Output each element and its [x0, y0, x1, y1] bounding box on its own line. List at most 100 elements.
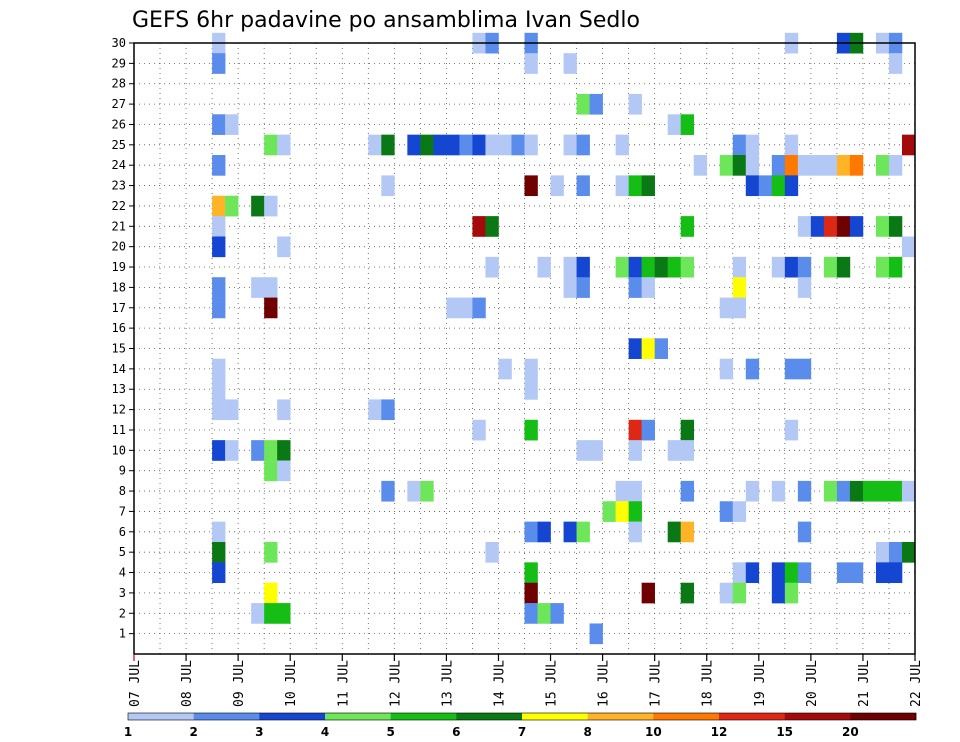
- heatmap-cell: [875, 541, 890, 563]
- legend-swatch: [850, 713, 917, 720]
- heatmap-cell: [576, 256, 590, 278]
- heatmap-cell: [784, 134, 799, 156]
- heatmap-cell: [732, 256, 747, 278]
- heatmap-cell: [732, 277, 747, 298]
- heatmap-cell: [901, 541, 916, 563]
- heatmap-cell: [784, 562, 799, 584]
- heatmap-cell: [212, 358, 226, 380]
- heatmap-cell: [576, 277, 590, 298]
- heatmap-cell: [381, 399, 395, 421]
- heatmap-cell: [472, 134, 486, 156]
- heatmap-cell: [719, 155, 734, 176]
- heatmap-cell: [810, 155, 825, 176]
- heatmap-cell: [745, 358, 760, 380]
- heatmap-cell: [719, 501, 734, 522]
- legend-swatch: [653, 713, 720, 720]
- heatmap-cell: [264, 440, 278, 461]
- x-tick-label: 15 JUL: [545, 660, 560, 707]
- heatmap-cell: [212, 195, 226, 217]
- heatmap-cell: [680, 216, 695, 237]
- heatmap-cell: [823, 216, 838, 237]
- heatmap-cell: [511, 134, 525, 156]
- heatmap-cell: [797, 521, 812, 543]
- heatmap-cell: [368, 134, 382, 156]
- heatmap-cell: [771, 256, 786, 278]
- heatmap-cell: [563, 521, 577, 543]
- heatmap-cell: [888, 216, 903, 237]
- y-tick-label: 5: [119, 545, 126, 559]
- heatmap-cell: [628, 93, 642, 115]
- heatmap-cell: [849, 562, 864, 584]
- heatmap-cell: [732, 297, 747, 319]
- heatmap-cell: [589, 440, 603, 461]
- y-tick-label: 4: [119, 566, 126, 580]
- heatmap-cell: [667, 114, 681, 135]
- heatmap-cell: [680, 440, 695, 461]
- heatmap-cell: [212, 114, 226, 135]
- heatmap-cell: [901, 236, 916, 258]
- heatmap-cell: [732, 134, 747, 156]
- y-tick-label: 29: [112, 56, 126, 70]
- y-tick-label: 19: [112, 260, 126, 274]
- heatmap-cell: [472, 216, 486, 237]
- heatmap-cell: [563, 53, 577, 74]
- y-tick-label: 16: [112, 321, 126, 335]
- x-tick-label: 07 JUL: [128, 660, 143, 707]
- heatmap-cell: [667, 256, 681, 278]
- heatmap-cell: [745, 134, 760, 156]
- legend-swatch: [390, 713, 457, 720]
- heatmap-cell: [732, 155, 747, 176]
- legend-swatch: [128, 713, 194, 720]
- y-tick-label: 28: [112, 77, 126, 91]
- heatmap-cell: [563, 277, 577, 298]
- heatmap-cell: [524, 521, 538, 543]
- heatmap-cell: [667, 521, 681, 543]
- heatmap-cell: [212, 440, 226, 461]
- heatmap-cell: [576, 440, 590, 461]
- heatmap-cell: [446, 134, 460, 156]
- heatmap-cell: [212, 155, 226, 176]
- x-tick-label: 09 JUL: [232, 660, 247, 707]
- heatmap-cell: [641, 256, 655, 278]
- heatmap-cell: [628, 419, 642, 441]
- heatmap-cell: [485, 541, 499, 563]
- heatmap-cell: [641, 419, 655, 441]
- heatmap-cell: [888, 562, 903, 584]
- heatmap-cell: [524, 358, 538, 380]
- y-tick-label: 27: [112, 97, 126, 111]
- legend-label: 8: [583, 725, 591, 739]
- heatmap-cell: [797, 358, 812, 380]
- heatmap-cell: [602, 501, 616, 522]
- heatmap-cell: [251, 603, 265, 624]
- heatmap-cell: [615, 480, 629, 502]
- legend-label: 6: [452, 725, 460, 739]
- heatmap-cell: [888, 155, 903, 176]
- heatmap-cell: [251, 277, 265, 298]
- heatmap-cell: [849, 480, 864, 502]
- y-axis: 1234567891011121314151617181920212223242…: [112, 36, 134, 641]
- heatmap-cell: [836, 256, 851, 278]
- y-tick-label: 1: [119, 627, 126, 641]
- x-tick-label: 22 JUL: [909, 660, 924, 707]
- heatmap-cell: [836, 480, 851, 502]
- legend-swatch: [325, 713, 391, 720]
- heatmap-cell: [420, 134, 434, 156]
- heatmap-cell: [797, 480, 812, 502]
- heatmap-cell: [524, 53, 538, 74]
- heatmap-cell: [264, 603, 278, 624]
- heatmap-cell: [225, 440, 239, 461]
- heatmap-cell: [576, 175, 590, 197]
- heatmap-cell: [875, 216, 890, 237]
- heatmap-cell: [225, 195, 239, 217]
- y-tick-label: 23: [112, 179, 126, 193]
- heatmap-cell: [381, 480, 395, 502]
- heatmap-cell: [576, 134, 590, 156]
- heatmap-cell: [615, 134, 629, 156]
- heatmap-cell: [524, 562, 538, 584]
- x-tick-label: 17 JUL: [649, 660, 664, 707]
- heatmap-cell: [524, 582, 538, 604]
- heatmap-cell: [628, 277, 642, 298]
- heatmap-cell: [225, 399, 239, 421]
- heatmap-cell: [823, 256, 838, 278]
- heatmap-cell: [667, 440, 681, 461]
